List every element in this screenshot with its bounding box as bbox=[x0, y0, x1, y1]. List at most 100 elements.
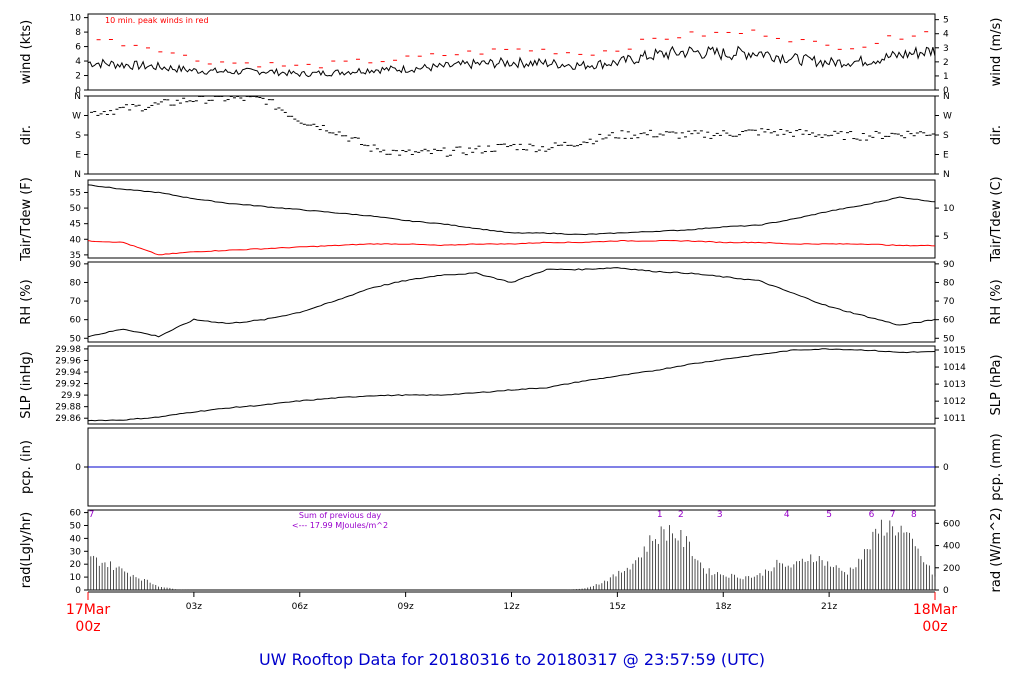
series-line-Tdew bbox=[87, 239, 936, 256]
ytick-label-right-wind: 3 bbox=[943, 44, 949, 54]
footer-title: UW Rooftop Data for 20180316 to 20180317… bbox=[0, 650, 1024, 669]
x-tick-label: 21z bbox=[821, 602, 837, 612]
ytick-label-right-radiation: 0 bbox=[943, 586, 949, 596]
panel-frame-radiation bbox=[87, 509, 936, 591]
ytick-label-right-temperature: 10 bbox=[943, 204, 955, 214]
ytick-label-left-rh: 60 bbox=[70, 316, 82, 326]
ylabel-right-direction: dir. bbox=[989, 125, 1004, 145]
ytick-label-left-slp: 29.88 bbox=[55, 403, 81, 413]
ytick-label-left-direction: W bbox=[72, 112, 81, 122]
ytick-label-left-radiation: 10 bbox=[70, 573, 82, 583]
panel-frame-rh bbox=[87, 261, 936, 343]
radiation-top-mark: 4 bbox=[784, 510, 790, 520]
ytick-label-right-rh: 70 bbox=[943, 297, 955, 307]
ytick-label-right-wind: 5 bbox=[943, 16, 949, 26]
ytick-label-right-rh: 50 bbox=[943, 334, 955, 344]
radiation-top-mark: 6 bbox=[869, 510, 875, 520]
x-start-time: 00z bbox=[75, 619, 100, 635]
ytick-label-right-direction: S bbox=[943, 131, 949, 141]
radiation-top-mark: 8 bbox=[911, 510, 917, 520]
x-tick-label: 18z bbox=[715, 602, 731, 612]
ytick-label-left-temperature: 40 bbox=[70, 235, 82, 245]
ytick-label-right-slp: 1014 bbox=[943, 363, 966, 373]
ylabel-right-temperature: Tair/Tdew (C) bbox=[989, 176, 1004, 262]
ylabel-left-direction: dir. bbox=[19, 125, 34, 145]
ytick-label-left-direction: S bbox=[75, 131, 81, 141]
ytick-label-left-direction: E bbox=[75, 151, 81, 161]
ytick-label-left-slp: 29.9 bbox=[61, 391, 81, 401]
ytick-label-left-direction: N bbox=[74, 92, 81, 102]
ytick-label-right-wind: 1 bbox=[943, 72, 949, 82]
ytick-label-left-rh: 80 bbox=[70, 278, 82, 288]
ytick-label-right-temperature: 5 bbox=[943, 232, 949, 242]
x-tick-label: 03z bbox=[186, 602, 202, 612]
ytick-label-left-radiation: 40 bbox=[70, 534, 82, 544]
ytick-label-right-slp: 1011 bbox=[943, 414, 966, 424]
ytick-label-left-slp: 29.96 bbox=[55, 356, 81, 366]
x-tick-label: 09z bbox=[398, 602, 414, 612]
ytick-label-right-pcp: 0 bbox=[943, 463, 949, 473]
radiation-top-mark: 7 bbox=[890, 510, 896, 520]
series-line-rh bbox=[87, 267, 936, 338]
radiation-top-mark: 7 bbox=[89, 510, 95, 520]
ytick-label-right-radiation: 400 bbox=[943, 542, 960, 552]
ytick-label-left-wind: 4 bbox=[75, 57, 81, 67]
ytick-label-left-radiation: 20 bbox=[70, 560, 82, 570]
ytick-label-right-wind: 2 bbox=[943, 58, 949, 68]
ytick-label-left-temperature: 35 bbox=[70, 251, 81, 261]
ytick-label-left-wind: 10 bbox=[70, 14, 82, 24]
ylabel-right-pcp: pcp. (mm) bbox=[989, 433, 1004, 500]
ylabel-left-wind: wind (kts) bbox=[19, 20, 34, 84]
ytick-label-left-wind: 6 bbox=[75, 43, 81, 53]
ytick-label-left-wind: 2 bbox=[75, 72, 81, 82]
radiation-annotation-1: Sum of previous day bbox=[299, 511, 381, 520]
x-tick-label: 06z bbox=[292, 602, 308, 612]
ytick-label-left-slp: 29.86 bbox=[55, 414, 81, 424]
footer-sep: to bbox=[515, 650, 532, 669]
footer-start: 20180316 bbox=[428, 650, 511, 669]
x-start-date: 17Mar bbox=[66, 602, 110, 618]
ytick-label-right-slp: 1013 bbox=[943, 380, 966, 390]
ylabel-left-radiation: rad(Lgly/hr) bbox=[19, 512, 34, 588]
panel-frame-slp bbox=[87, 345, 936, 425]
ytick-label-right-rh: 60 bbox=[943, 316, 955, 326]
ylabel-right-wind: wind (m/s) bbox=[989, 18, 1004, 87]
ytick-label-left-temperature: 45 bbox=[70, 220, 81, 230]
ytick-label-left-direction: N bbox=[74, 170, 81, 180]
series-line-Tair bbox=[87, 184, 936, 236]
ytick-label-left-temperature: 55 bbox=[70, 188, 81, 198]
ytick-label-left-slp: 29.98 bbox=[55, 345, 81, 355]
ytick-label-right-direction: N bbox=[943, 170, 950, 180]
ytick-label-left-rh: 90 bbox=[70, 260, 82, 270]
ylabel-left-pcp: pcp. (in) bbox=[19, 440, 34, 494]
radiation-top-mark: 5 bbox=[826, 510, 832, 520]
panel-frame-direction bbox=[87, 95, 936, 175]
ytick-label-right-slp: 1015 bbox=[943, 346, 966, 356]
ytick-label-left-wind: 0 bbox=[75, 86, 81, 96]
ylabel-left-temperature: Tair/Tdew (F) bbox=[19, 177, 34, 262]
ytick-label-right-rh: 90 bbox=[943, 260, 955, 270]
ytick-label-right-radiation: 600 bbox=[943, 519, 960, 529]
ytick-label-right-direction: W bbox=[943, 112, 952, 122]
series-line-wind bbox=[87, 45, 936, 78]
ytick-label-right-wind: 0 bbox=[943, 86, 949, 96]
panel-frame-wind bbox=[87, 13, 936, 91]
radiation-annotation-2: <--- 17.99 MJoules/m^2 bbox=[292, 521, 388, 530]
ylabel-right-rh: RH (%) bbox=[989, 279, 1004, 324]
radiation-top-mark: 2 bbox=[678, 510, 684, 520]
ytick-label-left-radiation: 0 bbox=[75, 586, 81, 596]
ytick-label-right-rh: 80 bbox=[943, 278, 955, 288]
ytick-label-left-temperature: 50 bbox=[70, 204, 82, 214]
panel-frame-temperature bbox=[87, 179, 936, 259]
ytick-label-right-radiation: 200 bbox=[943, 564, 960, 574]
ytick-label-right-wind: 4 bbox=[943, 30, 949, 40]
ytick-label-right-direction: E bbox=[943, 151, 949, 161]
ylabel-left-slp: SLP (inHg) bbox=[19, 351, 34, 419]
ytick-label-left-radiation: 60 bbox=[70, 509, 82, 519]
series-line-slp bbox=[87, 348, 936, 422]
ylabel-left-rh: RH (%) bbox=[19, 279, 34, 324]
ylabel-right-slp: SLP (hPa) bbox=[989, 354, 1004, 415]
ytick-label-left-rh: 70 bbox=[70, 297, 82, 307]
